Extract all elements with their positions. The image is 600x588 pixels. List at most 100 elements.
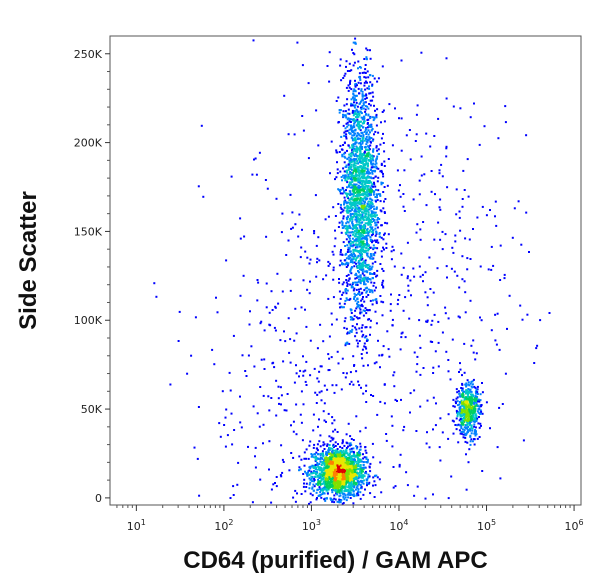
event-dot [364,88,367,91]
event-dot [330,472,333,475]
event-dot [345,447,348,449]
event-dot [334,486,337,489]
event-dot [362,207,365,210]
event-dot [304,250,307,253]
event-dot [378,232,381,234]
event-dot [354,195,357,197]
event-dot [358,211,361,214]
event-dot [356,160,359,162]
event-dot [323,464,326,467]
event-dot [380,491,383,494]
event-dot [346,112,349,115]
event-dot [383,211,386,213]
event-dot [376,274,379,277]
event-dot [330,436,333,439]
event-dot [355,274,358,276]
event-dot [351,325,354,328]
event-dot [362,211,365,214]
event-dot [370,141,372,144]
event-dot [382,109,385,112]
event-dot [312,456,315,459]
event-dot [315,498,318,501]
event-dot [353,167,356,170]
event-dot [317,457,320,460]
event-dot [358,474,361,477]
event-dot [358,265,361,267]
event-dot [434,350,437,353]
event-dot [361,148,363,150]
event-dot [360,140,362,142]
event-dot [464,440,467,443]
event-dot [371,241,373,244]
event-dot [371,303,374,306]
event-dot [359,243,362,246]
event-dot [365,286,368,289]
event-dot [352,93,355,96]
event-dot [232,485,235,488]
event-dot [364,249,367,252]
event-dot [347,331,349,334]
event-dot [475,402,478,405]
event-dot [371,74,374,77]
event-dot [277,385,280,388]
event-dot [347,84,350,87]
event-dot [463,342,466,345]
event-dot [307,471,309,474]
event-dot [471,407,473,410]
event-dot [474,358,477,361]
event-dot [348,485,351,488]
event-dot [466,422,469,425]
event-dot [357,342,359,345]
event-dot [350,258,353,261]
event-dot [461,374,463,377]
event-dot [369,492,372,495]
event-dot [465,432,468,435]
event-dot [357,261,360,264]
event-dot [336,500,339,503]
event-dot [344,475,347,478]
event-dot [387,348,390,351]
event-dot [281,212,284,215]
event-dot [314,194,317,197]
event-dot [392,249,395,252]
event-dot [458,408,461,411]
event-dot [326,488,329,491]
event-dot [353,462,356,465]
event-dot [309,492,312,495]
event-dot [330,467,333,470]
event-dot [473,399,476,402]
event-dot [349,283,352,286]
event-dot [334,229,336,232]
event-dot [348,453,350,456]
event-dot [356,265,359,268]
event-dot [360,481,363,484]
event-dot [330,356,333,359]
event-dot [344,156,347,159]
event-dot [361,324,364,327]
event-dot [351,104,354,107]
event-dot [360,252,363,255]
event-dot [470,344,473,347]
event-dot [300,493,303,495]
event-dot [359,484,362,487]
event-dot [351,286,354,289]
event-dot [476,417,479,420]
event-dot [346,332,349,335]
event-dot [338,495,341,498]
event-dot [471,380,474,383]
event-dot [447,413,450,416]
event-dot [365,94,368,97]
event-dot [365,481,368,484]
event-dot [379,194,382,197]
event-dot [350,104,353,107]
event-dot [376,413,379,416]
event-dot [314,391,317,394]
event-dot [317,465,320,468]
event-dot [339,109,342,112]
event-dot [346,169,349,172]
event-dot [328,51,331,54]
event-dot [368,481,371,484]
event-dot [371,84,374,87]
event-dot [322,469,325,472]
